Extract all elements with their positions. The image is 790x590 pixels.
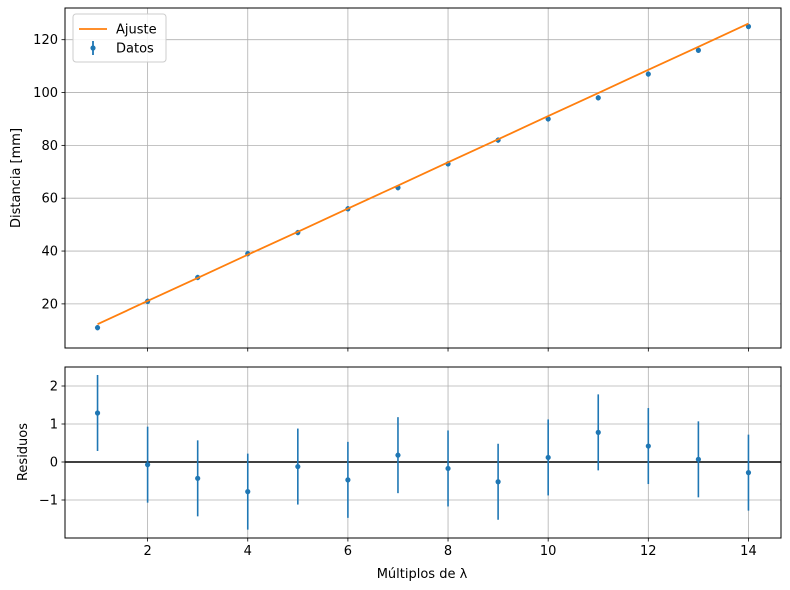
fit-data-point — [645, 71, 651, 77]
fit-grid — [65, 8, 781, 348]
residuals-data-point — [745, 470, 752, 476]
residuals-data-point — [595, 429, 601, 435]
residuals-x-axis-label: Múltiplos de λ — [377, 567, 468, 582]
fit-y-tick-label: 120 — [33, 33, 58, 48]
residuals-data-point — [645, 443, 651, 449]
legend: Ajuste Datos — [72, 13, 167, 63]
residuals-x-tick-label: 12 — [640, 544, 657, 559]
fit-line — [97, 22, 749, 326]
residuals-y-axis-label: Residuos — [16, 423, 31, 481]
fit-data-point — [695, 47, 701, 53]
fit-data-point — [94, 325, 101, 331]
fit-series — [94, 22, 752, 331]
legend-datos-label: Datos — [116, 42, 154, 57]
residuals-y-tick-label: −1 — [39, 494, 58, 509]
fit-y-tick-label: 80 — [41, 139, 58, 154]
residuals-x-tick-label: 10 — [540, 544, 557, 559]
residuals-data-point — [695, 456, 701, 462]
fit-axes-frame — [64, 7, 782, 349]
fit-data-point — [745, 23, 752, 30]
residuals-series — [65, 374, 781, 530]
residuals-y-tick-label: 0 — [50, 456, 58, 471]
fit-y-tick-label: 20 — [41, 297, 58, 312]
fit-y-tick-label: 40 — [41, 245, 58, 260]
residuals-y-tick-label: 1 — [50, 418, 58, 433]
fit-x-ticks — [147, 348, 749, 352]
residuals-data-point — [94, 410, 101, 416]
residuals-data-point — [245, 489, 251, 495]
residuals-x-ticks: 2 4 6 8 10 12 14 — [143, 538, 757, 559]
legend-frame — [72, 13, 167, 63]
residuals-data-point — [295, 463, 301, 470]
fit-data-point — [545, 116, 551, 122]
fit-y-tick-label: 100 — [33, 86, 58, 101]
legend-ajuste-label: Ajuste — [116, 23, 157, 38]
fit-y-ticks: 20 40 60 80 100 120 — [33, 33, 65, 312]
fit-y-tick-label: 60 — [41, 192, 58, 207]
fit-data-point — [595, 95, 601, 101]
residuals-data-point — [345, 477, 351, 483]
legend-datos-marker — [90, 45, 96, 51]
residuals-x-tick-label: 4 — [244, 544, 252, 559]
residuals-x-tick-label: 6 — [344, 544, 352, 559]
residuals-data-point — [495, 479, 501, 485]
residuals-x-tick-label: 8 — [444, 544, 452, 559]
residuals-data-point — [195, 475, 201, 481]
residuals-data-point — [445, 465, 451, 472]
fit-panel: 20 40 60 80 100 120 Distancia [mm] Ajuste Dat… — [9, 7, 782, 352]
residuals-y-ticks: −1 0 1 2 — [39, 380, 65, 509]
residuals-x-tick-label: 2 — [143, 544, 151, 559]
fit-y-axis-label: Distancia [mm] — [9, 128, 24, 228]
residuals-axes-frame — [64, 366, 782, 539]
residuals-data-point — [395, 452, 401, 458]
residuals-y-tick-label: 2 — [50, 380, 58, 395]
residuals-x-tick-label: 14 — [740, 544, 757, 559]
residuals-data-point — [545, 454, 551, 461]
residuals-data-point — [145, 462, 151, 468]
